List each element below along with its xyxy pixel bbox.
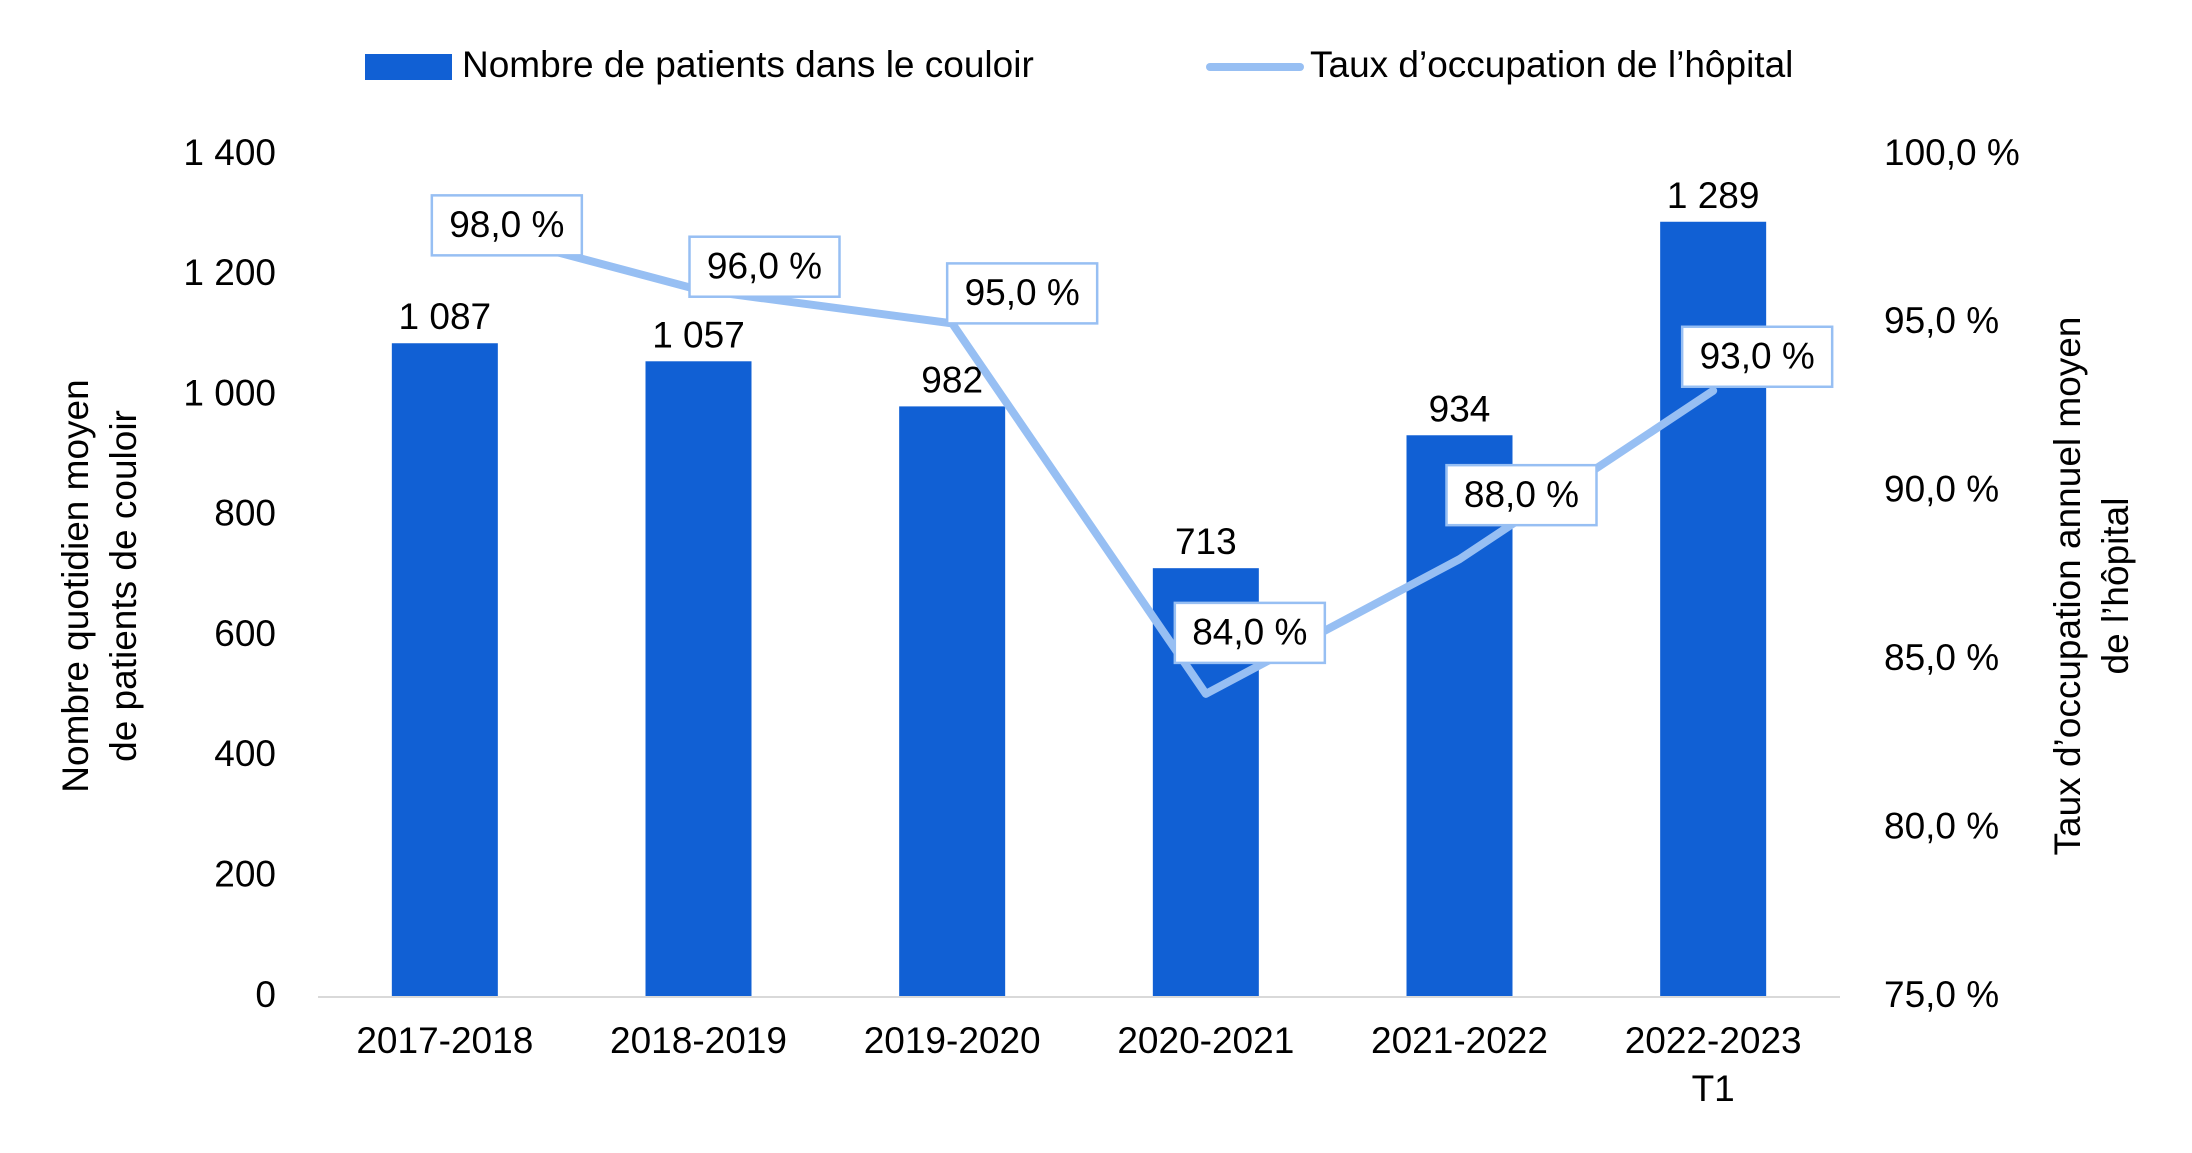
bar-value-label: 982 — [921, 359, 983, 400]
legend-swatch-bar — [365, 54, 452, 80]
category-label-line: 2019-2020 — [864, 1020, 1041, 1061]
right-axis-title: Taux d’occupation annuel moyen de l’hôpit… — [2047, 317, 2136, 856]
line-value-label: 98,0 % — [449, 204, 564, 245]
line-label-box — [688, 235, 841, 298]
category-label-line: 2018-2019 — [610, 1020, 787, 1061]
line-value-label: 95,0 % — [965, 272, 1080, 313]
left-tick-label: 0 — [255, 974, 276, 1015]
right-tick-label: 80,0 % — [1884, 805, 1999, 846]
bar — [645, 361, 752, 997]
line-value-label: 93,0 % — [1700, 336, 1815, 377]
right-tick-label: 75,0 % — [1884, 974, 1999, 1015]
legend: Nombre de patients dans le couloir Taux d… — [365, 44, 1793, 85]
category-label: 2020-2021 — [1117, 1020, 1294, 1061]
category-label: 2021-2022 — [1371, 1020, 1548, 1061]
legend-label-bar: Nombre de patients dans le couloir — [462, 44, 1034, 85]
legend-label-line: Taux d’occupation de l’hôpital — [1310, 44, 1793, 85]
line-label-box — [1680, 325, 1834, 389]
category-label: 2019-2020 — [864, 1020, 1041, 1061]
line-label-box — [1445, 463, 1598, 527]
line-path — [440, 218, 1718, 698]
category-label-line: 2017-2018 — [356, 1020, 533, 1061]
line-value-label: 84,0 % — [1192, 612, 1307, 653]
line-label-box — [430, 194, 584, 257]
right-axis: 75,0 % 80,0 % 85,0 % 90,0 % 95,0 % 100,0 % Tau… — [1884, 132, 2136, 1015]
category-label-line: 2021-2022 — [1371, 1020, 1548, 1061]
bar — [1406, 435, 1513, 997]
bar-series: 1 087 1 057 982 713 934 1 289 — [391, 175, 1767, 998]
left-tick-label: 600 — [214, 613, 276, 654]
left-axis-title: Nombre quotidien moyen de patients de cou… — [55, 379, 144, 792]
left-tick-label: 800 — [214, 493, 276, 534]
category-label-line: 2020-2021 — [1117, 1020, 1294, 1061]
right-tick-label: 85,0 % — [1884, 637, 1999, 678]
left-tick-label: 200 — [214, 853, 276, 894]
bar-value-label: 1 057 — [652, 314, 745, 355]
bar — [391, 343, 498, 997]
category-label-line: T1 — [1692, 1068, 1735, 1109]
bar-value-label: 713 — [1175, 521, 1237, 562]
bar-value-label: 1 087 — [399, 296, 492, 337]
left-tick-label: 1 400 — [183, 132, 276, 173]
line-series: 98,0 % 96,0 % 95,0 % 84,0 % 88,0 % 93,0 % — [430, 194, 1834, 698]
x-axis: 2017-2018 2018-2019 2019-2020 2020-2021 2021… — [318, 996, 1840, 1109]
right-axis-title-line: Taux d’occupation annuel moyen — [2047, 317, 2088, 856]
category-label: 2018-2019 — [610, 1020, 787, 1061]
category-label-line: 2022-2023 — [1625, 1020, 1802, 1061]
left-axis-title-line: de patients de couloir — [103, 410, 144, 762]
left-tick-label: 1 000 — [183, 372, 276, 413]
line-value-label: 96,0 % — [707, 246, 822, 287]
left-tick-label: 400 — [214, 733, 276, 774]
bar — [899, 406, 1006, 997]
right-axis-title-line: de l’hôpital — [2095, 498, 2136, 675]
bar-value-label: 1 289 — [1667, 175, 1760, 216]
category-label: 2017-2018 — [356, 1020, 533, 1061]
line-label-box — [1173, 601, 1327, 665]
left-axis: 0 200 400 600 800 1 000 1 200 1 400 Nombre quoti… — [55, 132, 276, 1015]
right-tick-label: 100,0 % — [1884, 132, 2020, 173]
left-axis-title-line: Nombre quotidien moyen — [55, 379, 96, 792]
left-tick-label: 1 200 — [183, 252, 276, 293]
right-tick-label: 90,0 % — [1884, 469, 1999, 510]
line-label-box — [945, 262, 1099, 325]
line-value-label: 88,0 % — [1464, 474, 1579, 515]
bar-value-label: 934 — [1429, 388, 1491, 429]
category-label: 2022-2023 T1 — [1625, 1020, 1802, 1109]
right-tick-label: 95,0 % — [1884, 300, 1999, 341]
